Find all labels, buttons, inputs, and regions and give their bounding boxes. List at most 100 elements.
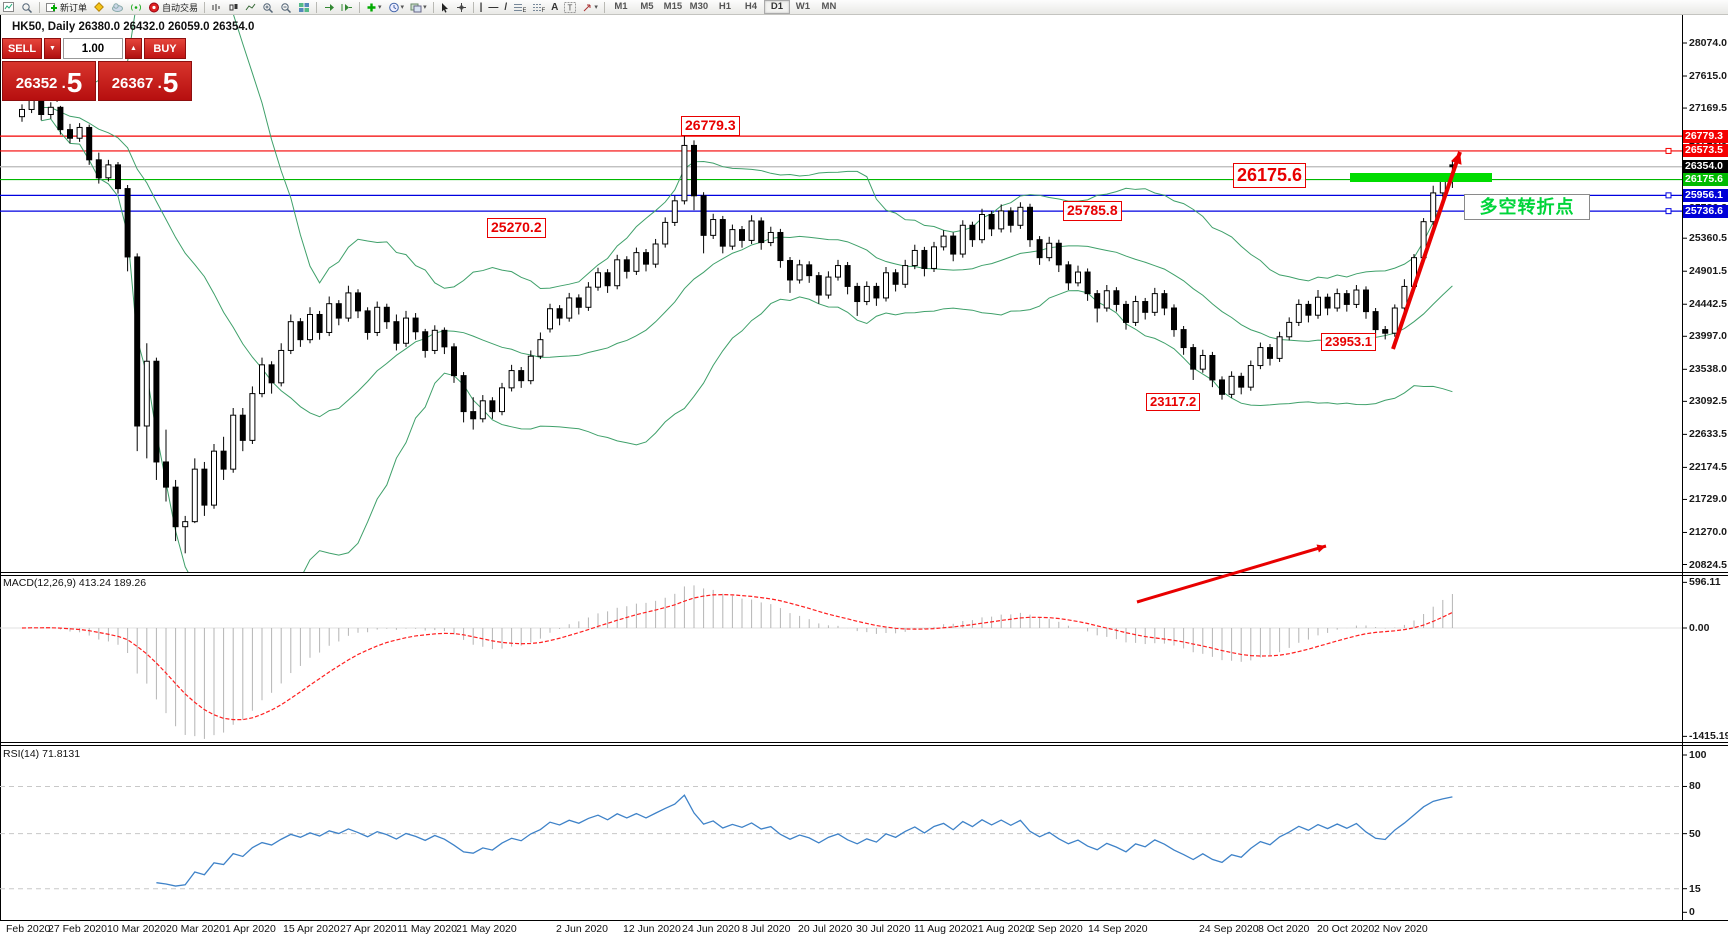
price-tag: 26175.6 xyxy=(1683,173,1728,187)
tile-windows-button[interactable] xyxy=(295,1,313,14)
price-note-box[interactable]: 23953.1 xyxy=(1321,333,1376,352)
rsi-panel-content xyxy=(0,785,1682,890)
toolbar-separator xyxy=(39,1,40,13)
candlesticks xyxy=(19,90,1456,554)
price-tick-label: 27169.5 xyxy=(1689,102,1727,115)
price-tick-label: 21729.0 xyxy=(1689,493,1727,506)
volume-input[interactable] xyxy=(63,38,123,59)
timeframe-mn-button[interactable]: MN xyxy=(821,1,837,12)
price-note-box[interactable]: 26175.6 xyxy=(1233,163,1307,188)
price-tag: 26354.0 xyxy=(1683,160,1728,174)
price-note-box[interactable]: 25785.8 xyxy=(1063,201,1122,221)
chart-shift-button[interactable] xyxy=(338,1,356,14)
line-chart-mode-button[interactable] xyxy=(242,1,259,14)
macd-trend-arrow xyxy=(1136,544,1327,604)
autotrading-button[interactable]: 自动交易 xyxy=(145,1,201,14)
rsi-indicator-label: RSI(14) 71.8131 xyxy=(3,748,81,760)
price-tick-label: 21270.0 xyxy=(1689,526,1727,539)
auto-scroll-button[interactable] xyxy=(320,1,338,14)
buy-button[interactable]: BUY xyxy=(144,38,186,59)
community-button[interactable] xyxy=(108,1,127,14)
date-label: 8 Jul 2020 xyxy=(742,923,791,935)
date-label: 24 Jun 2020 xyxy=(682,923,740,935)
buy-price-display[interactable]: 26367 . 5 xyxy=(98,61,192,101)
diamond-icon xyxy=(94,1,104,12)
chart-title: HK50, Daily 26380.0 26432.0 26059.0 2635… xyxy=(12,21,255,33)
macd-indicator-label: MACD(12,26,9) 413.24 189.26 xyxy=(3,577,147,589)
vertical-line-tool-button[interactable]: | xyxy=(479,1,483,13)
macd-tick-label: -1415.19 xyxy=(1689,730,1728,743)
horizontal-line-tool-button[interactable]: — xyxy=(488,1,499,13)
volume-decrease-button[interactable]: ▼ xyxy=(44,38,61,59)
rsi-tick-label: 80 xyxy=(1689,780,1701,793)
highlight-bar xyxy=(1350,173,1492,182)
periods-button[interactable]: ▾ xyxy=(385,1,408,14)
bar-chart-mode-button[interactable] xyxy=(208,1,225,14)
dropdown-caret-icon: ▾ xyxy=(378,4,382,11)
turning-point-annotation[interactable]: 多空转折点 xyxy=(1464,194,1590,220)
toolbar-separator xyxy=(316,1,318,13)
history-center-button[interactable] xyxy=(90,1,108,14)
timeframe-m1-button[interactable]: M1 xyxy=(614,1,628,12)
dropdown-caret-icon: ▾ xyxy=(400,4,405,11)
timeframe-h1-button[interactable]: H1 xyxy=(718,1,731,12)
date-label: 2 Jun 2020 xyxy=(556,923,608,935)
crosshair-tool-button[interactable] xyxy=(453,1,470,14)
text-tool-button[interactable]: A xyxy=(551,1,559,13)
price-note-box[interactable]: 25270.2 xyxy=(487,218,546,238)
new-order-button[interactable]: 新订单 xyxy=(43,1,90,14)
macd-histogram xyxy=(0,585,1682,739)
price-tick-label: 22633.5 xyxy=(1689,428,1727,441)
sell-button[interactable]: SELL xyxy=(2,38,42,59)
timeframe-m15-button[interactable]: M15 xyxy=(663,1,683,12)
sell-price-display[interactable]: 26352 . 5 xyxy=(2,61,96,101)
toolbar-separator xyxy=(472,1,474,13)
price-tag: 26573.5 xyxy=(1683,144,1728,158)
date-label: 2 Nov 2020 xyxy=(1374,923,1428,935)
chart-canvas[interactable] xyxy=(0,14,1728,938)
zoom-out-button[interactable] xyxy=(277,1,295,14)
fibo-tool-f-button[interactable]: F xyxy=(529,1,548,14)
macd-signal-line xyxy=(21,594,1453,721)
zoom-in-button[interactable] xyxy=(259,1,277,14)
fibo-tool-e-button[interactable]: E xyxy=(510,1,529,14)
toolbar-separator xyxy=(204,1,206,13)
main-trend-arrow xyxy=(1391,151,1462,350)
date-label: 30 Jul 2020 xyxy=(856,923,911,935)
date-label: 11 May 2020 xyxy=(397,923,457,935)
rsi-tick-label: 100 xyxy=(1689,749,1707,761)
arrows-tool-button[interactable]: ▾ xyxy=(579,1,601,14)
trendline-tool-button[interactable]: / xyxy=(504,1,508,13)
cursor-tool-button[interactable] xyxy=(437,1,453,14)
timeframe-w1-button[interactable]: W1 xyxy=(795,1,811,12)
svg-text:E: E xyxy=(523,8,527,13)
clock-icon xyxy=(388,2,399,12)
price-tick-label: 23092.5 xyxy=(1689,395,1727,408)
rsi-tick-label: 50 xyxy=(1689,827,1701,840)
timeframe-h4-button[interactable]: H4 xyxy=(744,1,757,12)
price-note-box[interactable]: 23117.2 xyxy=(1146,393,1201,412)
market-watch-button[interactable] xyxy=(18,1,36,14)
price-tick-label: 25360.5 xyxy=(1689,232,1727,245)
indicators-button[interactable]: ▾ xyxy=(363,1,385,14)
axis-tick-marks xyxy=(1682,42,1687,913)
text-label-tool-button[interactable]: T xyxy=(561,1,579,14)
candle-chart-mode-button[interactable] xyxy=(225,1,242,14)
volume-increase-button[interactable]: ▲ xyxy=(125,38,142,59)
timeframe-m5-button[interactable]: M5 xyxy=(640,1,654,12)
price-note-box[interactable]: 26779.3 xyxy=(681,116,740,136)
price-tick-label: 27615.0 xyxy=(1689,70,1727,83)
new-chart-button[interactable] xyxy=(0,1,18,14)
rsi-tick-label: 0 xyxy=(1689,906,1695,919)
date-label: 11 Aug 2020 xyxy=(914,923,973,935)
panel-borders xyxy=(0,14,1728,921)
templates-button[interactable]: ▾ xyxy=(407,1,430,14)
toolbar-separator xyxy=(359,1,361,13)
timeframe-d1-button[interactable]: D1 xyxy=(763,0,790,14)
timeframe-m30-button[interactable]: M30 xyxy=(689,1,709,12)
signals-button[interactable] xyxy=(127,1,145,14)
sell-price-main: 26352 . xyxy=(15,75,66,92)
date-label: 27 Feb 2020 xyxy=(48,923,107,935)
toolbar: 新订单 自动交易 ▾ ▾ ▾ | — / E F A T ▾ xyxy=(0,0,1728,15)
